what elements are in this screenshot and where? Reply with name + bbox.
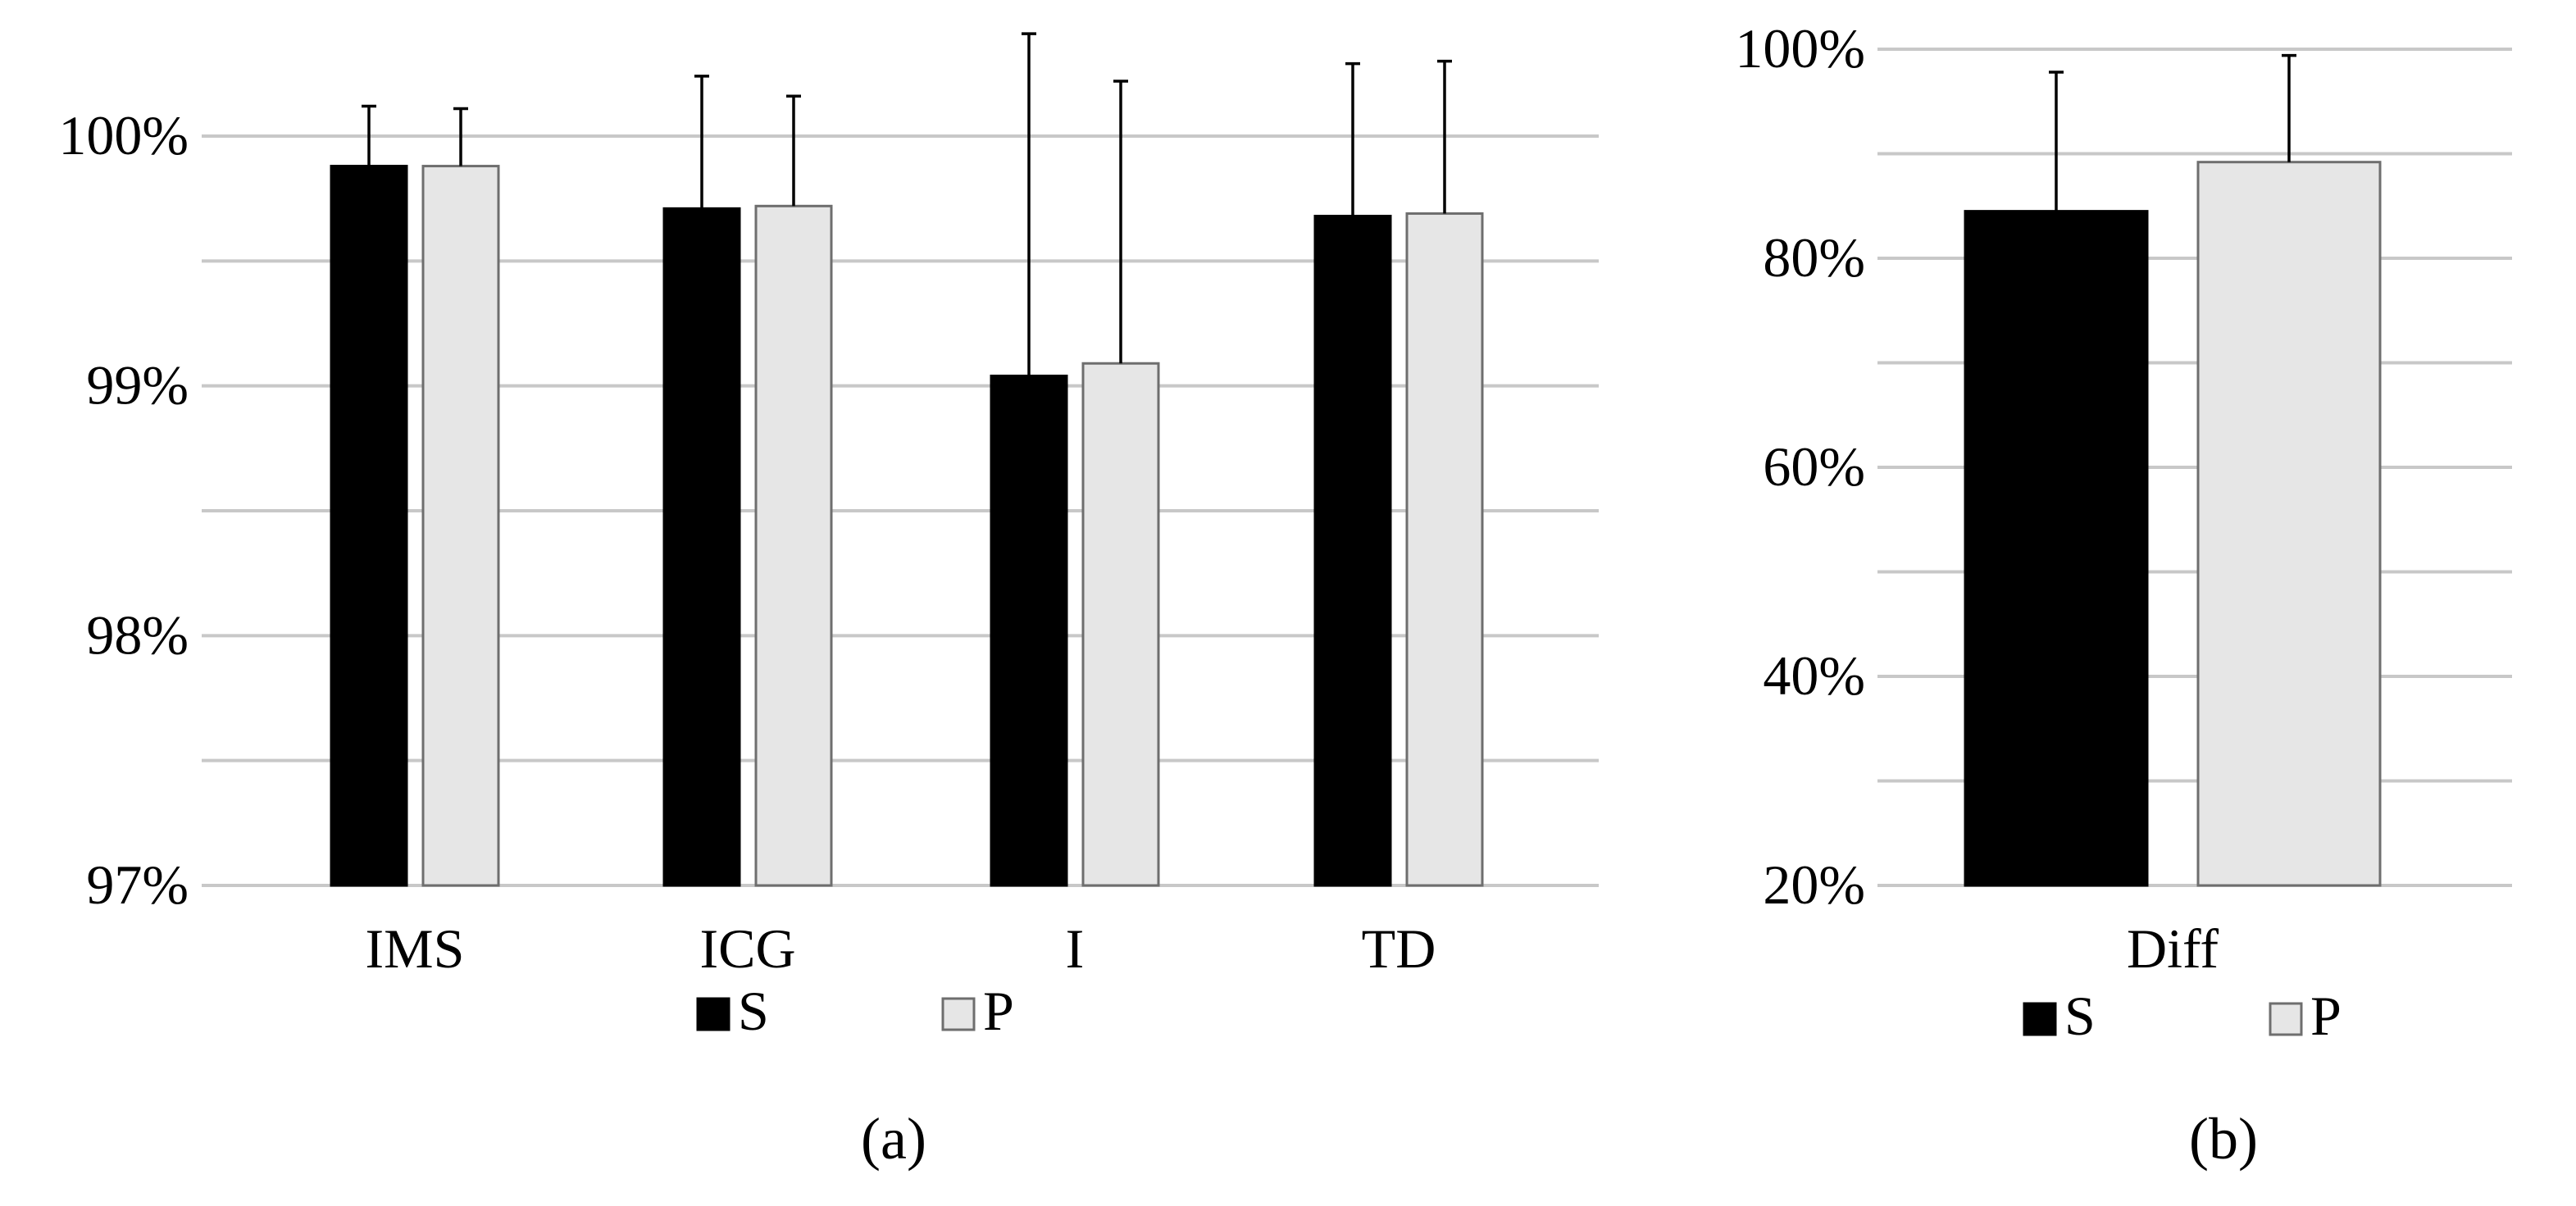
y-tick-label: 97% (86, 853, 189, 916)
panel-a-y-axis: 97% 98% 99% 100% (58, 104, 189, 916)
panel-a-error-bars (362, 32, 1452, 376)
panel-a-x-axis: IMS ICG I TD (366, 917, 1436, 980)
panel-b-y-axis: 20% 40% 60% 80% 100% (1735, 17, 1865, 916)
panel-b-error-bars (2049, 53, 2296, 212)
legend-swatch-P (941, 997, 976, 1031)
category-label: Diff (2127, 917, 2219, 980)
y-tick-label: 100% (1735, 17, 1865, 80)
legend-label-S: S (738, 980, 769, 1042)
legend-swatch-S (2023, 1002, 2057, 1036)
y-tick-label: 99% (86, 354, 189, 416)
bar-P-I (1081, 362, 1160, 887)
panel-a-bars (330, 165, 1484, 887)
y-tick-label: 40% (1763, 644, 1865, 707)
bar-P-ICG (754, 204, 833, 887)
y-tick-label: 60% (1763, 435, 1865, 498)
bar-P-Diff (2196, 161, 2382, 887)
bar-S-Diff (1964, 210, 2149, 887)
panel-a-caption: (a) (861, 1106, 926, 1172)
panel-b-bars (1964, 161, 2382, 887)
panel-b-x-axis: Diff (2127, 917, 2219, 980)
y-tick-label: 100% (58, 104, 189, 166)
y-tick-label: 98% (86, 603, 189, 666)
bar-S-I (990, 374, 1068, 887)
legend-label-P: P (2310, 985, 2342, 1047)
bar-P-TD (1405, 212, 1484, 887)
legend-label-P: P (983, 980, 1014, 1042)
bar-S-IMS (330, 165, 408, 887)
y-tick-label: 80% (1763, 226, 1865, 289)
legend-label-S: S (2064, 985, 2096, 1047)
category-label: TD (1362, 917, 1436, 980)
legend-swatch-P (2269, 1002, 2303, 1036)
y-tick-label: 20% (1763, 853, 1865, 916)
category-label: ICG (699, 917, 795, 980)
category-label: IMS (366, 917, 465, 980)
bar-S-TD (1313, 214, 1392, 887)
category-label: I (1066, 917, 1085, 980)
panel-b-caption: (b) (2189, 1106, 2258, 1172)
legend-swatch-S (696, 997, 730, 1031)
bar-S-ICG (662, 207, 741, 887)
bar-P-IMS (421, 165, 500, 887)
